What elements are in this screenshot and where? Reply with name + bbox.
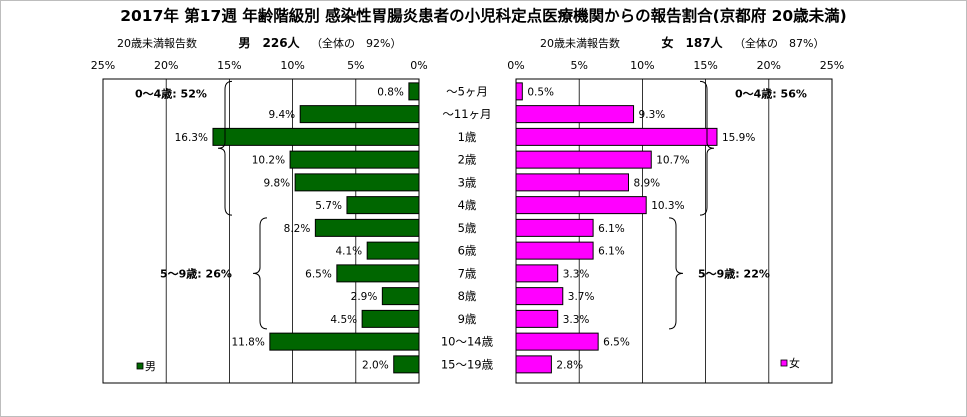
female-data-label: 3.3% — [563, 268, 590, 280]
female-bar — [515, 309, 559, 328]
male-data-label: 4.1% — [335, 246, 362, 258]
male-bar — [212, 127, 420, 146]
male-group-label: 0～4歳: 52% — [135, 86, 207, 100]
male-bar — [299, 105, 420, 124]
male-data-label: 6.5% — [305, 268, 332, 280]
female-tick-label: 10% — [630, 59, 654, 72]
category-label: 1歳 — [458, 130, 477, 144]
male-data-label: 9.8% — [263, 177, 290, 189]
female-tick-label: 0% — [507, 59, 524, 72]
female-bar — [515, 287, 564, 306]
female-tick-label: 5% — [570, 59, 587, 72]
female-bar — [515, 127, 718, 146]
male-tick-label: 5% — [347, 59, 364, 72]
male-data-label: 2.9% — [351, 291, 378, 303]
category-label: 3歳 — [458, 175, 477, 189]
male-header-count: 男 226人 — [238, 36, 300, 50]
female-bar — [515, 355, 552, 374]
female-data-label: 3.7% — [568, 291, 595, 303]
male-data-label: 2.0% — [362, 359, 389, 371]
female-data-label: 8.9% — [633, 177, 660, 189]
category-label: 2歳 — [458, 153, 477, 167]
male-bar — [366, 241, 420, 260]
male-bar — [361, 309, 420, 328]
female-data-label: 10.3% — [651, 200, 684, 212]
female-group-label: 5～9歳: 22% — [698, 266, 770, 280]
female-bar — [515, 218, 594, 237]
category-label: 9歳 — [458, 312, 477, 326]
female-group-brace — [699, 80, 715, 216]
female-data-label: 6.5% — [603, 337, 630, 349]
category-label: 4歳 — [458, 198, 477, 212]
male-group-label: 5～9歳: 26% — [160, 266, 232, 280]
male-tick-label: 15% — [217, 59, 241, 72]
male-legend-label: 男 — [145, 360, 156, 373]
male-header-share: （全体の 92%） — [311, 37, 402, 50]
female-data-label: 10.7% — [656, 155, 689, 167]
male-bar — [381, 287, 420, 306]
male-data-label: 5.7% — [315, 200, 342, 212]
male-bar — [314, 218, 420, 237]
category-label: 8歳 — [458, 289, 477, 303]
female-data-label: 15.9% — [722, 132, 755, 144]
female-header: 20歳未満報告数 女 187人 （全体の 87%） — [540, 34, 825, 51]
female-bar — [515, 150, 652, 169]
male-data-label: 10.2% — [252, 155, 285, 167]
male-tick-label: 25% — [91, 59, 115, 72]
female-tick-label: 25% — [820, 59, 844, 72]
female-data-label: 0.5% — [527, 86, 554, 98]
male-data-label: 8.2% — [284, 223, 311, 235]
category-label: 10～14歳 — [441, 335, 494, 349]
category-label: 6歳 — [458, 244, 477, 258]
male-bar — [336, 264, 420, 283]
male-tick-label: 10% — [280, 59, 304, 72]
female-tick-label: 20% — [757, 59, 781, 72]
chart-title: 2017年 第17週 年齢階級別 感染性胃腸炎患者の小児科定点医療機関からの報告… — [120, 7, 847, 25]
female-data-label: 2.8% — [556, 359, 583, 371]
female-tick-label: 15% — [693, 59, 717, 72]
male-data-label: 9.4% — [268, 109, 295, 121]
male-legend-swatch — [136, 362, 144, 370]
female-data-label: 3.3% — [563, 314, 590, 326]
female-header-count: 女 187人 — [661, 36, 723, 50]
male-header: 20歳未満報告数 男 226人 （全体の 92%） — [117, 34, 402, 51]
female-bar — [515, 82, 523, 101]
male-tick-label: 0% — [410, 59, 427, 72]
female-header-share: （全体の 87%） — [734, 37, 825, 50]
male-bar — [289, 150, 420, 169]
male-bar — [408, 82, 420, 101]
female-bar — [515, 332, 599, 351]
male-bar — [346, 196, 420, 215]
female-data-label: 6.1% — [598, 246, 625, 258]
female-bar — [515, 173, 629, 192]
category-label: 15～19歳 — [441, 357, 494, 371]
male-bar — [269, 332, 420, 351]
male-data-label: 16.3% — [175, 132, 208, 144]
male-data-label: 0.8% — [377, 86, 404, 98]
male-bar — [393, 355, 420, 374]
female-bar — [515, 105, 635, 124]
female-bar — [515, 196, 647, 215]
female-group-brace — [668, 217, 684, 330]
category-label: ～5ヶ月 — [446, 84, 488, 98]
male-tick-label: 20% — [154, 59, 178, 72]
male-group-brace — [217, 80, 233, 216]
category-label: ～11ヶ月 — [442, 107, 491, 121]
male-bar — [294, 173, 420, 192]
female-data-label: 6.1% — [598, 223, 625, 235]
female-bar — [515, 264, 559, 283]
female-legend-swatch — [780, 359, 788, 367]
male-group-brace — [252, 217, 268, 330]
female-group-label: 0～4歳: 56% — [735, 86, 807, 100]
category-label: 7歳 — [458, 266, 477, 280]
female-legend-label: 女 — [789, 356, 800, 370]
male-data-label: 4.5% — [330, 314, 357, 326]
female-data-label: 9.3% — [639, 109, 666, 121]
female-bar — [515, 241, 594, 260]
male-header-label: 20歳未満報告数 — [117, 37, 197, 50]
male-data-label: 11.8% — [231, 337, 264, 349]
female-header-label: 20歳未満報告数 — [540, 37, 620, 50]
category-label: 5歳 — [458, 221, 477, 235]
